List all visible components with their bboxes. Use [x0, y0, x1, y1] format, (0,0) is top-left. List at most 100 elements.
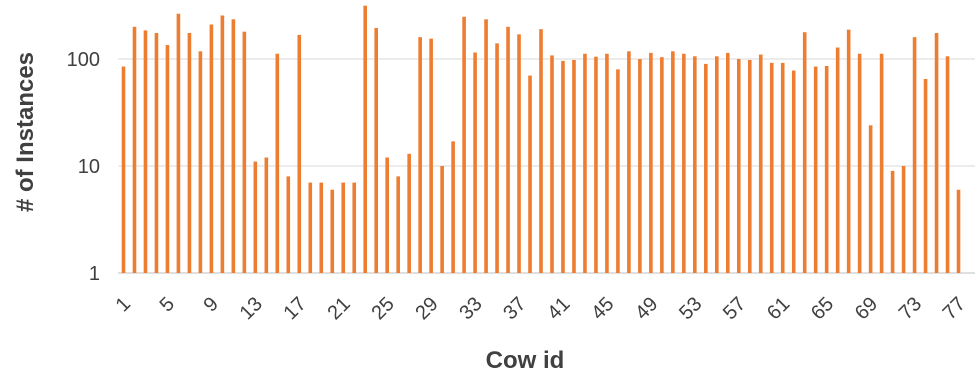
x-tick-label: 49 — [631, 293, 662, 324]
bar — [539, 29, 543, 273]
y-axis-ticks: 1 10 100 — [67, 49, 100, 285]
bar — [418, 37, 422, 273]
x-tick-label: 65 — [807, 293, 838, 324]
bar — [341, 182, 346, 273]
bar — [605, 53, 609, 273]
x-tick-label: 69 — [851, 293, 882, 324]
bar — [616, 69, 620, 273]
gridlines — [118, 58, 975, 274]
bar — [308, 182, 313, 273]
bar — [956, 189, 961, 273]
bar — [330, 189, 335, 273]
bar — [769, 62, 774, 274]
bar — [649, 52, 653, 274]
bar — [747, 59, 752, 273]
bar — [253, 161, 258, 273]
x-tick-label: 17 — [280, 293, 311, 324]
bar — [682, 53, 686, 273]
x-tick-label: 5 — [156, 293, 179, 316]
bar — [835, 47, 840, 273]
bar — [791, 70, 796, 274]
x-tick-label: 37 — [499, 293, 530, 324]
bar — [561, 60, 565, 274]
bar — [890, 170, 895, 273]
bar — [627, 51, 631, 273]
bar — [176, 13, 181, 274]
x-tick-label: 29 — [411, 293, 442, 324]
bar — [242, 31, 247, 274]
bar — [704, 63, 708, 273]
bar — [385, 157, 389, 273]
bar — [451, 141, 455, 273]
bar — [132, 26, 137, 273]
bar — [297, 34, 302, 273]
x-tick-label: 1 — [112, 293, 135, 316]
bar — [934, 32, 939, 273]
bar — [846, 29, 851, 273]
x-tick-label: 25 — [367, 293, 398, 324]
bar — [319, 182, 324, 273]
bar — [594, 56, 598, 274]
bar — [396, 176, 400, 273]
x-tick-label: 73 — [895, 293, 926, 324]
bar — [857, 53, 862, 273]
bar — [758, 54, 763, 273]
bar — [275, 53, 280, 273]
y-axis-title: # of Instances — [12, 52, 39, 212]
bar — [550, 55, 554, 273]
x-axis-title: Cow id — [486, 347, 565, 374]
bar — [868, 125, 873, 273]
bar — [693, 56, 697, 274]
bar — [736, 59, 741, 273]
bar — [154, 32, 159, 273]
x-tick-label: 41 — [543, 293, 574, 324]
x-tick-label: 77 — [939, 293, 970, 324]
x-tick-label: 53 — [675, 293, 706, 324]
x-tick-label: 45 — [587, 293, 618, 324]
bar — [143, 30, 148, 273]
x-tick-label: 9 — [200, 293, 223, 316]
bar — [209, 24, 214, 273]
bar — [407, 153, 411, 273]
x-tick-label: 33 — [455, 293, 486, 324]
bar — [725, 52, 730, 274]
bar — [506, 26, 510, 273]
bar — [583, 53, 587, 273]
bar — [715, 56, 719, 274]
bar — [264, 157, 269, 273]
bar — [802, 32, 807, 273]
bar — [429, 38, 433, 274]
bar — [473, 52, 477, 274]
x-tick-label: 21 — [323, 293, 354, 324]
bar — [352, 182, 357, 273]
x-tick-label: 61 — [763, 293, 794, 324]
bar — [671, 51, 675, 273]
bar — [286, 176, 291, 273]
bar — [187, 32, 192, 273]
bar — [780, 62, 785, 274]
bar — [374, 27, 378, 274]
y-tick-label: 10 — [78, 156, 100, 178]
bar — [198, 51, 203, 273]
bar — [945, 56, 950, 274]
bar — [495, 43, 499, 273]
bar — [813, 66, 818, 273]
bars — [121, 5, 961, 274]
bar — [660, 57, 664, 274]
bar — [572, 59, 576, 273]
bar — [824, 66, 829, 273]
x-tick-label: 57 — [719, 293, 750, 324]
y-tick-label: 1 — [89, 263, 100, 285]
bar — [901, 166, 906, 273]
bar — [121, 66, 126, 273]
bar — [462, 16, 466, 273]
bar — [484, 19, 488, 273]
bar — [440, 166, 444, 273]
bar — [165, 45, 170, 273]
bar — [528, 75, 532, 273]
bar — [923, 79, 928, 273]
x-axis-ticks: 1 5 9 13 17 21 25 29 33 37 41 45 49 53 57 61 65 69 73 77 — [112, 293, 970, 324]
bar — [517, 34, 521, 273]
bar — [363, 5, 368, 273]
